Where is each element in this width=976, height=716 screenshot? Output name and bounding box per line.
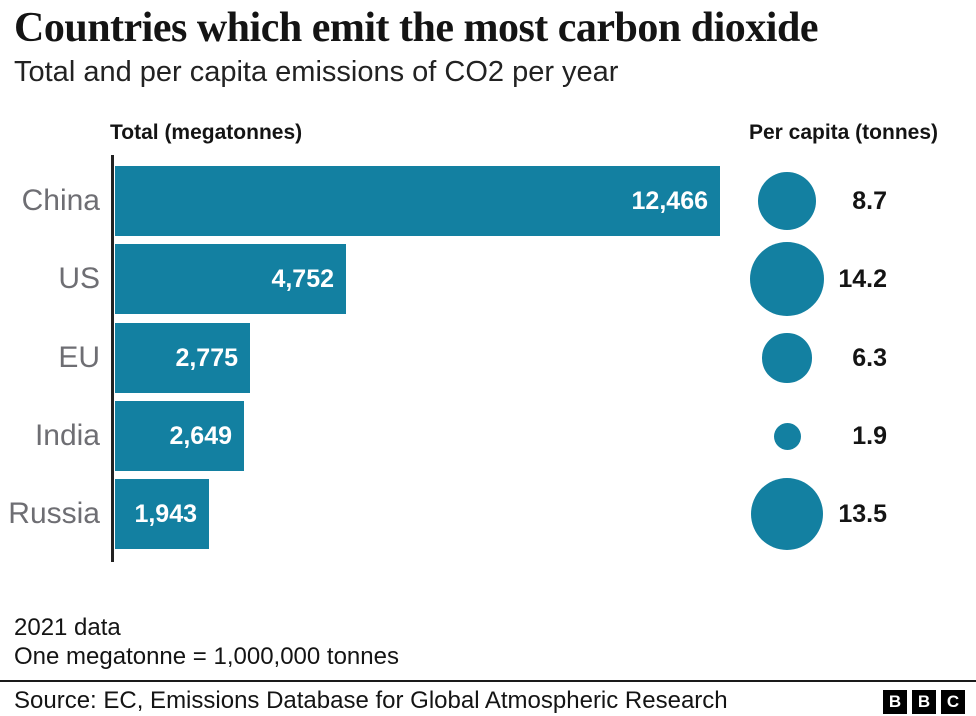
chart-row: US 4,752 14.2 xyxy=(0,242,976,316)
total-emissions-bar: 2,649 xyxy=(115,401,244,471)
column-header-total: Total (megatonnes) xyxy=(110,121,303,144)
per-capita-circle xyxy=(750,242,824,316)
per-capita-value: 6.3 xyxy=(852,344,887,372)
total-emissions-bar: 2,775 xyxy=(115,323,250,393)
country-label: India xyxy=(34,419,100,452)
per-capita-value: 1.9 xyxy=(852,422,887,450)
footnote-year: 2021 data xyxy=(14,614,121,641)
country-label: China xyxy=(21,184,100,217)
bbc-logo: B B C xyxy=(883,690,965,714)
country-label: Russia xyxy=(8,497,100,530)
page-title: Countries which emit the most carbon dio… xyxy=(14,5,818,51)
total-emissions-value: 12,466 xyxy=(631,187,708,215)
chart-row: China 12,466 8.7 xyxy=(0,166,976,236)
country-label: US xyxy=(58,262,100,295)
source-text: Source: EC, Emissions Database for Globa… xyxy=(14,687,728,714)
per-capita-value: 8.7 xyxy=(852,187,887,215)
per-capita-circle xyxy=(758,172,816,230)
per-capita-circle xyxy=(762,333,812,383)
per-capita-circle xyxy=(773,422,801,450)
footnote-definition: One megatonne = 1,000,000 tonnes xyxy=(14,643,399,670)
bbc-logo-block-b2: B xyxy=(912,690,936,714)
country-label: EU xyxy=(58,341,100,374)
total-emissions-value: 2,775 xyxy=(175,344,238,372)
bbc-logo-block-b1: B xyxy=(883,690,907,714)
footer-divider xyxy=(0,680,976,682)
column-header-per-capita: Per capita (tonnes) xyxy=(748,121,938,144)
chart-row: EU 2,775 6.3 xyxy=(0,323,976,393)
footnotes: 2021 data One megatonne = 1,000,000 tonn… xyxy=(14,613,399,671)
total-emissions-value: 4,752 xyxy=(271,265,334,293)
per-capita-value: 13.5 xyxy=(838,500,887,528)
chart-row: India 2,649 1.9 xyxy=(0,401,976,471)
total-emissions-bar: 4,752 xyxy=(115,244,346,314)
per-capita-circle xyxy=(751,478,823,550)
total-emissions-bar: 12,466 xyxy=(115,166,720,236)
chart-row: Russia 1,943 13.5 xyxy=(0,478,976,550)
total-emissions-value: 2,649 xyxy=(169,422,232,450)
per-capita-value: 14.2 xyxy=(838,265,887,293)
total-emissions-bar: 1,943 xyxy=(115,479,209,549)
bbc-logo-block-c: C xyxy=(941,690,965,714)
page-subtitle: Total and per capita emissions of CO2 pe… xyxy=(14,56,619,88)
y-axis-line xyxy=(111,155,114,562)
total-emissions-value: 1,943 xyxy=(134,500,197,528)
